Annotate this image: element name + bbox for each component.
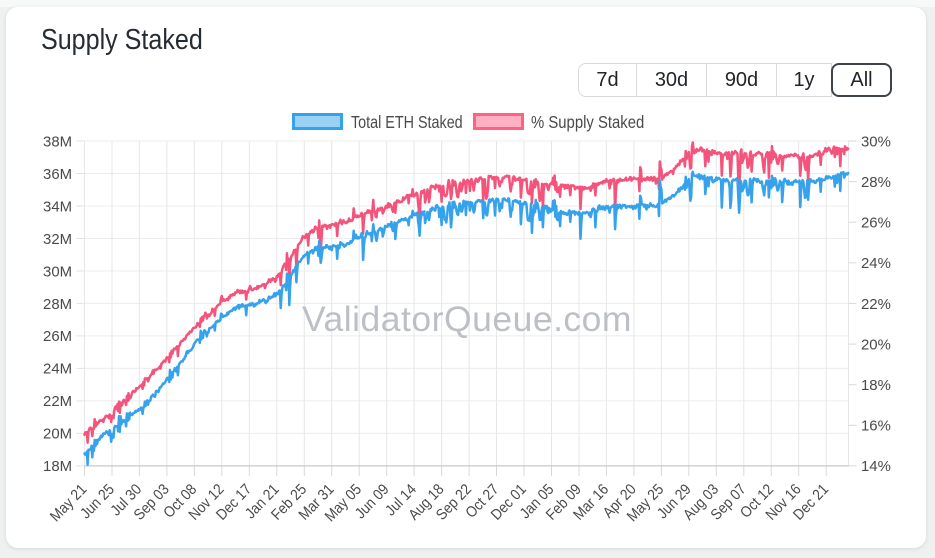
svg-text:22%: 22% <box>861 297 891 313</box>
svg-text:ValidatorQueue.com: ValidatorQueue.com <box>302 299 632 339</box>
svg-text:18%: 18% <box>861 378 891 394</box>
svg-text:18M: 18M <box>43 459 72 475</box>
svg-text:20M: 20M <box>43 427 72 443</box>
svg-text:34M: 34M <box>43 199 72 215</box>
svg-text:28M: 28M <box>43 297 72 313</box>
svg-text:24M: 24M <box>43 362 72 378</box>
svg-text:30%: 30% <box>861 134 891 150</box>
svg-text:32M: 32M <box>43 232 72 248</box>
svg-text:30M: 30M <box>43 264 72 280</box>
svg-text:22M: 22M <box>43 394 72 410</box>
svg-text:24%: 24% <box>861 256 891 272</box>
svg-text:26M: 26M <box>43 329 72 345</box>
svg-text:26%: 26% <box>861 216 891 232</box>
svg-text:36M: 36M <box>43 167 72 183</box>
svg-text:38M: 38M <box>43 134 72 150</box>
svg-text:14%: 14% <box>861 459 891 475</box>
svg-text:20%: 20% <box>861 337 891 353</box>
svg-text:28%: 28% <box>861 175 891 191</box>
svg-text:16%: 16% <box>861 419 891 435</box>
